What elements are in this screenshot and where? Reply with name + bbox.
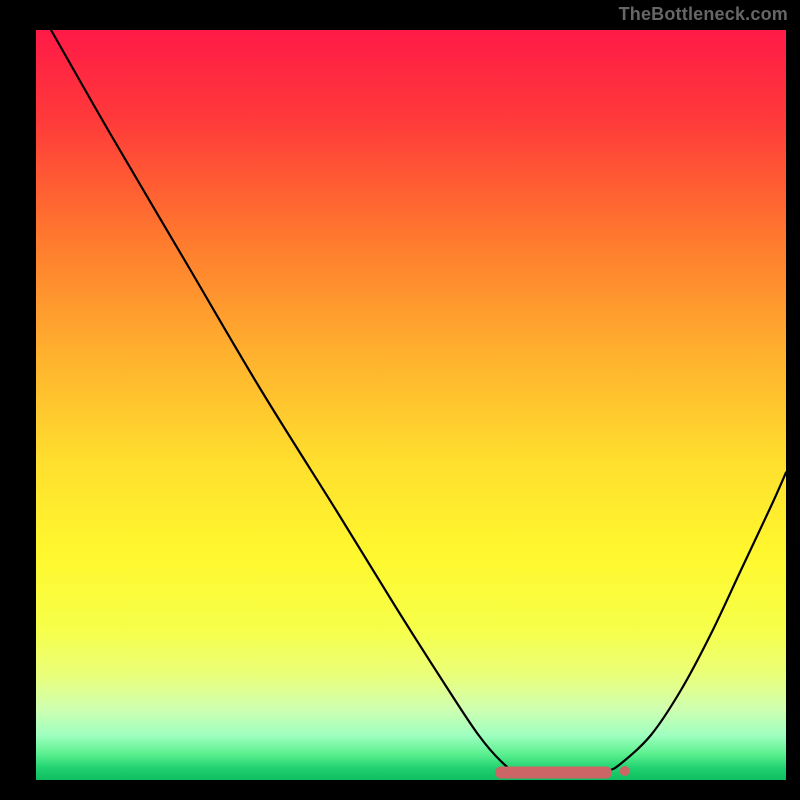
plot-area	[36, 30, 786, 780]
plot-svg	[36, 30, 786, 780]
gradient-background	[36, 30, 786, 780]
watermark-text: TheBottleneck.com	[619, 4, 788, 25]
figure-root: TheBottleneck.com	[0, 0, 800, 800]
optimal-point-dot	[620, 766, 630, 776]
